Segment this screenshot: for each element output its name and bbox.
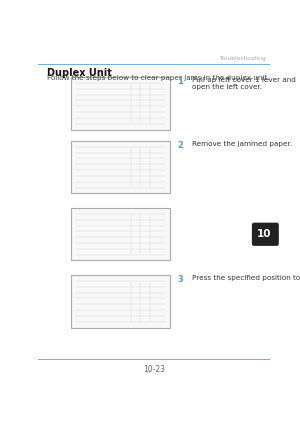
- FancyBboxPatch shape: [71, 77, 170, 130]
- FancyBboxPatch shape: [252, 223, 279, 246]
- Text: Follow the steps below to clear paper jams in the duplex unit.: Follow the steps below to clear paper ja…: [47, 75, 269, 81]
- Text: Pull up left cover 1 lever and open the left cover.: Pull up left cover 1 lever and open the …: [192, 77, 296, 90]
- FancyBboxPatch shape: [71, 208, 170, 261]
- Text: 2: 2: [177, 141, 183, 150]
- Text: Troubleshooting: Troubleshooting: [219, 57, 266, 62]
- Text: Remove the jammed paper.: Remove the jammed paper.: [192, 141, 292, 147]
- FancyBboxPatch shape: [71, 275, 170, 328]
- Text: 10-23: 10-23: [143, 365, 165, 374]
- Text: 3: 3: [177, 275, 183, 284]
- Text: Duplex Unit: Duplex Unit: [47, 68, 112, 78]
- Text: Press the specified position to close left cover 1.: Press the specified position to close le…: [192, 275, 300, 281]
- Text: 10: 10: [257, 229, 272, 239]
- Text: 1: 1: [177, 77, 183, 86]
- FancyBboxPatch shape: [71, 141, 170, 193]
